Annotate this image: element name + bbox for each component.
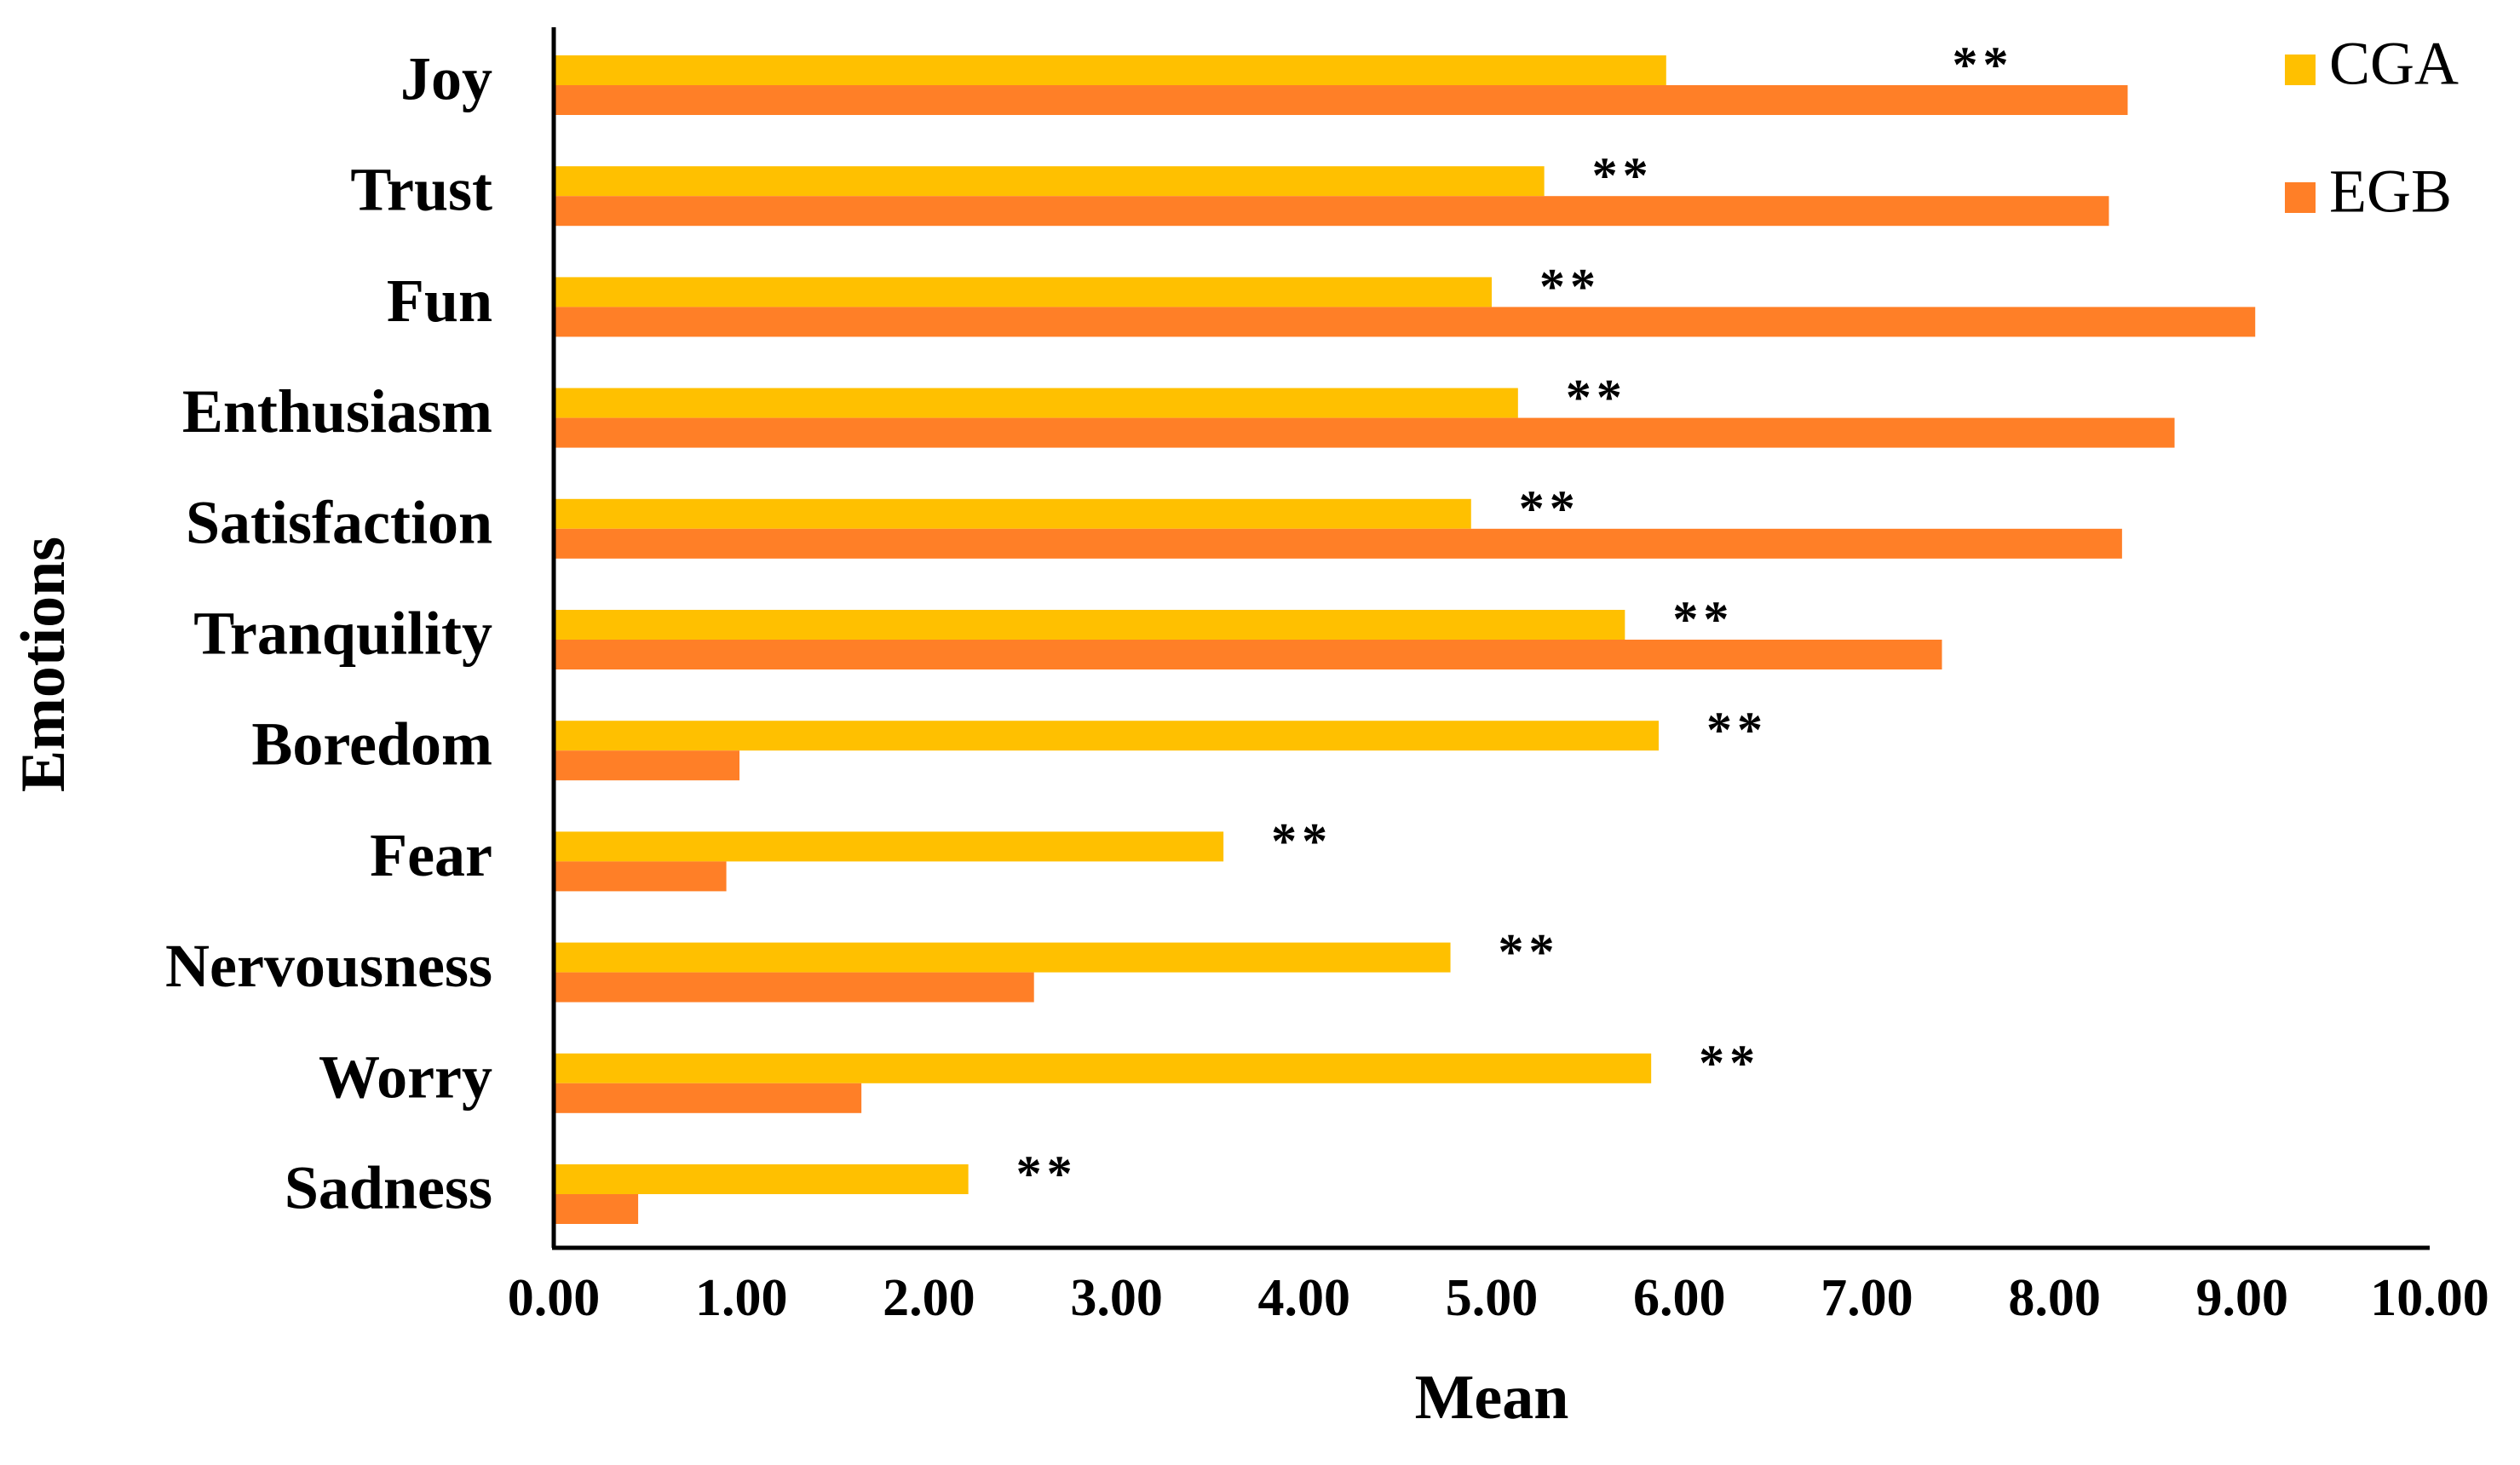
category-label-tranquility: Tranquility: [193, 600, 492, 668]
significance-marker-trust: **: [1592, 147, 1654, 204]
legend-swatch-cga: [2285, 55, 2316, 85]
x-tick-label-9: 9.00: [2196, 1269, 2289, 1327]
bar-egb-nervousness: [554, 972, 1034, 1003]
category-labels: Joy Trust Fun Enthusiasm Satisfaction Tranqui…: [165, 45, 492, 1222]
bar-cga-trust: [554, 166, 1545, 197]
x-tick-labels: 0.00 1.00 2.00 3.00 4.00 5.00 6.00 7.00 8.00 9.00…: [508, 1269, 2489, 1327]
significance-marker-nervousness: **: [1499, 924, 1560, 980]
x-tick-label-1: 1.00: [695, 1269, 788, 1327]
category-label-trust: Trust: [350, 156, 492, 224]
significance-marker-sadness: **: [1016, 1146, 1078, 1202]
category-label-worry: Worry: [319, 1043, 492, 1111]
bar-cga-joy: [554, 55, 1666, 85]
category-label-satisfaction: Satisfaction: [186, 488, 492, 556]
bars-layer: [554, 55, 2256, 1224]
category-label-joy: Joy: [400, 45, 492, 113]
bar-egb-boredom: [554, 750, 739, 781]
category-label-enthusiasm: Enthusiasm: [182, 377, 492, 445]
x-tick-label-3: 3.00: [1070, 1269, 1163, 1327]
significance-layer: ** ** ** ** ** ** ** ** ** ** **: [1016, 37, 2013, 1202]
x-tick-label-7: 7.00: [1821, 1269, 1913, 1327]
x-tick-label-8: 8.00: [2008, 1269, 2101, 1327]
bar-cga-fun: [554, 277, 1492, 307]
significance-marker-fun: **: [1539, 258, 1601, 314]
bar-egb-tranquility: [554, 640, 1942, 669]
category-label-fun: Fun: [387, 267, 492, 335]
bar-cga-fear: [554, 831, 1224, 862]
significance-marker-worry: **: [1699, 1035, 1760, 1091]
bar-egb-fun: [554, 307, 2256, 337]
x-tick-label-0: 0.00: [508, 1269, 601, 1327]
significance-marker-tranquility: **: [1672, 591, 1734, 647]
bar-egb-worry: [554, 1083, 862, 1113]
significance-marker-joy: **: [1952, 37, 2013, 93]
legend-swatch-egb: [2285, 182, 2316, 213]
legend: CGA EGB: [2285, 30, 2459, 226]
bar-cga-worry: [554, 1053, 1652, 1083]
bar-egb-satisfaction: [554, 528, 2122, 559]
legend-label-egb: EGB: [2329, 158, 2452, 226]
significance-marker-boredom: **: [1706, 702, 1768, 758]
x-tick-label-4: 4.00: [1258, 1269, 1351, 1327]
category-label-boredom: Boredom: [251, 710, 492, 778]
bar-egb-trust: [554, 196, 2109, 227]
bar-egb-joy: [554, 85, 2128, 115]
bar-cga-tranquility: [554, 610, 1625, 640]
category-label-sadness: Sadness: [285, 1154, 492, 1222]
bar-egb-fear: [554, 861, 727, 892]
bar-cga-enthusiasm: [554, 388, 1518, 418]
x-tick-label-6: 6.00: [1633, 1269, 1726, 1327]
x-axis-title: Mean: [1415, 1363, 1569, 1433]
bar-cga-nervousness: [554, 942, 1451, 973]
bar-egb-sadness: [554, 1194, 639, 1224]
bar-egb-enthusiasm: [554, 417, 2175, 448]
bar-cga-boredom: [554, 721, 1659, 751]
y-axis-title: Emotions: [9, 537, 78, 792]
significance-marker-enthusiasm: **: [1566, 370, 1627, 426]
legend-label-cga: CGA: [2329, 30, 2459, 98]
bar-cga-satisfaction: [554, 498, 1471, 529]
category-label-fear: Fear: [370, 821, 492, 889]
significance-marker-satisfaction: **: [1519, 480, 1580, 537]
bar-cga-sadness: [554, 1164, 969, 1194]
x-tick-label-10: 10.00: [2370, 1269, 2489, 1327]
x-tick-label-5: 5.00: [1446, 1269, 1539, 1327]
x-tick-label-2: 2.00: [883, 1269, 975, 1327]
category-label-nervousness: Nervousness: [165, 932, 492, 1000]
significance-marker-fear: **: [1271, 813, 1332, 869]
